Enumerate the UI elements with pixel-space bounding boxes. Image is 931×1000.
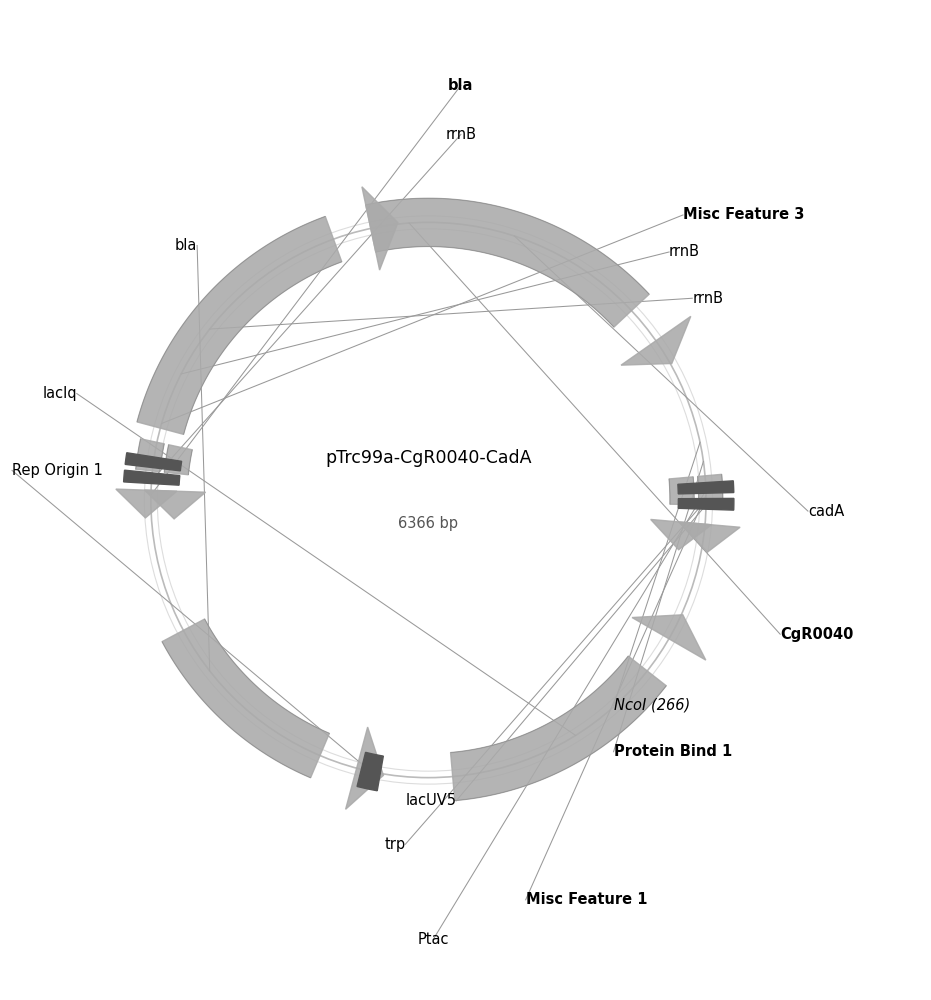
Polygon shape <box>678 498 734 510</box>
Polygon shape <box>124 470 180 485</box>
Polygon shape <box>669 477 695 505</box>
Text: lacIq: lacIq <box>42 386 77 401</box>
Text: pTrc99a-CgR0040-CadA: pTrc99a-CgR0040-CadA <box>325 449 532 467</box>
Polygon shape <box>651 519 711 550</box>
Polygon shape <box>125 453 182 471</box>
Polygon shape <box>366 198 649 327</box>
Polygon shape <box>136 439 164 472</box>
Text: Rep Origin 1: Rep Origin 1 <box>12 463 103 478</box>
Text: bla: bla <box>448 78 474 93</box>
Polygon shape <box>362 187 398 270</box>
Text: NcoI (266): NcoI (266) <box>614 698 690 713</box>
Text: Ptac: Ptac <box>417 932 449 947</box>
Text: bla: bla <box>175 238 197 253</box>
Text: Misc Feature 3: Misc Feature 3 <box>683 207 804 222</box>
Polygon shape <box>678 481 734 494</box>
Polygon shape <box>358 752 384 791</box>
Text: Misc Feature 1: Misc Feature 1 <box>526 892 647 907</box>
Text: cadA: cadA <box>808 504 844 519</box>
Polygon shape <box>115 489 177 518</box>
Polygon shape <box>697 474 722 505</box>
Polygon shape <box>162 619 330 778</box>
Polygon shape <box>165 445 192 475</box>
Text: CgR0040: CgR0040 <box>780 627 854 642</box>
Polygon shape <box>621 316 691 365</box>
Polygon shape <box>680 522 740 552</box>
Polygon shape <box>137 216 342 434</box>
Text: trp: trp <box>385 837 405 852</box>
Polygon shape <box>632 615 706 660</box>
Polygon shape <box>451 656 667 801</box>
Text: rrnB: rrnB <box>693 291 723 306</box>
Text: rrnB: rrnB <box>669 244 700 259</box>
Polygon shape <box>144 490 206 519</box>
Text: 6366 bp: 6366 bp <box>398 516 458 531</box>
Text: Protein Bind 1: Protein Bind 1 <box>614 744 732 759</box>
Polygon shape <box>345 727 384 809</box>
Text: lacUV5: lacUV5 <box>405 793 456 808</box>
Text: rrnB: rrnB <box>445 127 477 142</box>
